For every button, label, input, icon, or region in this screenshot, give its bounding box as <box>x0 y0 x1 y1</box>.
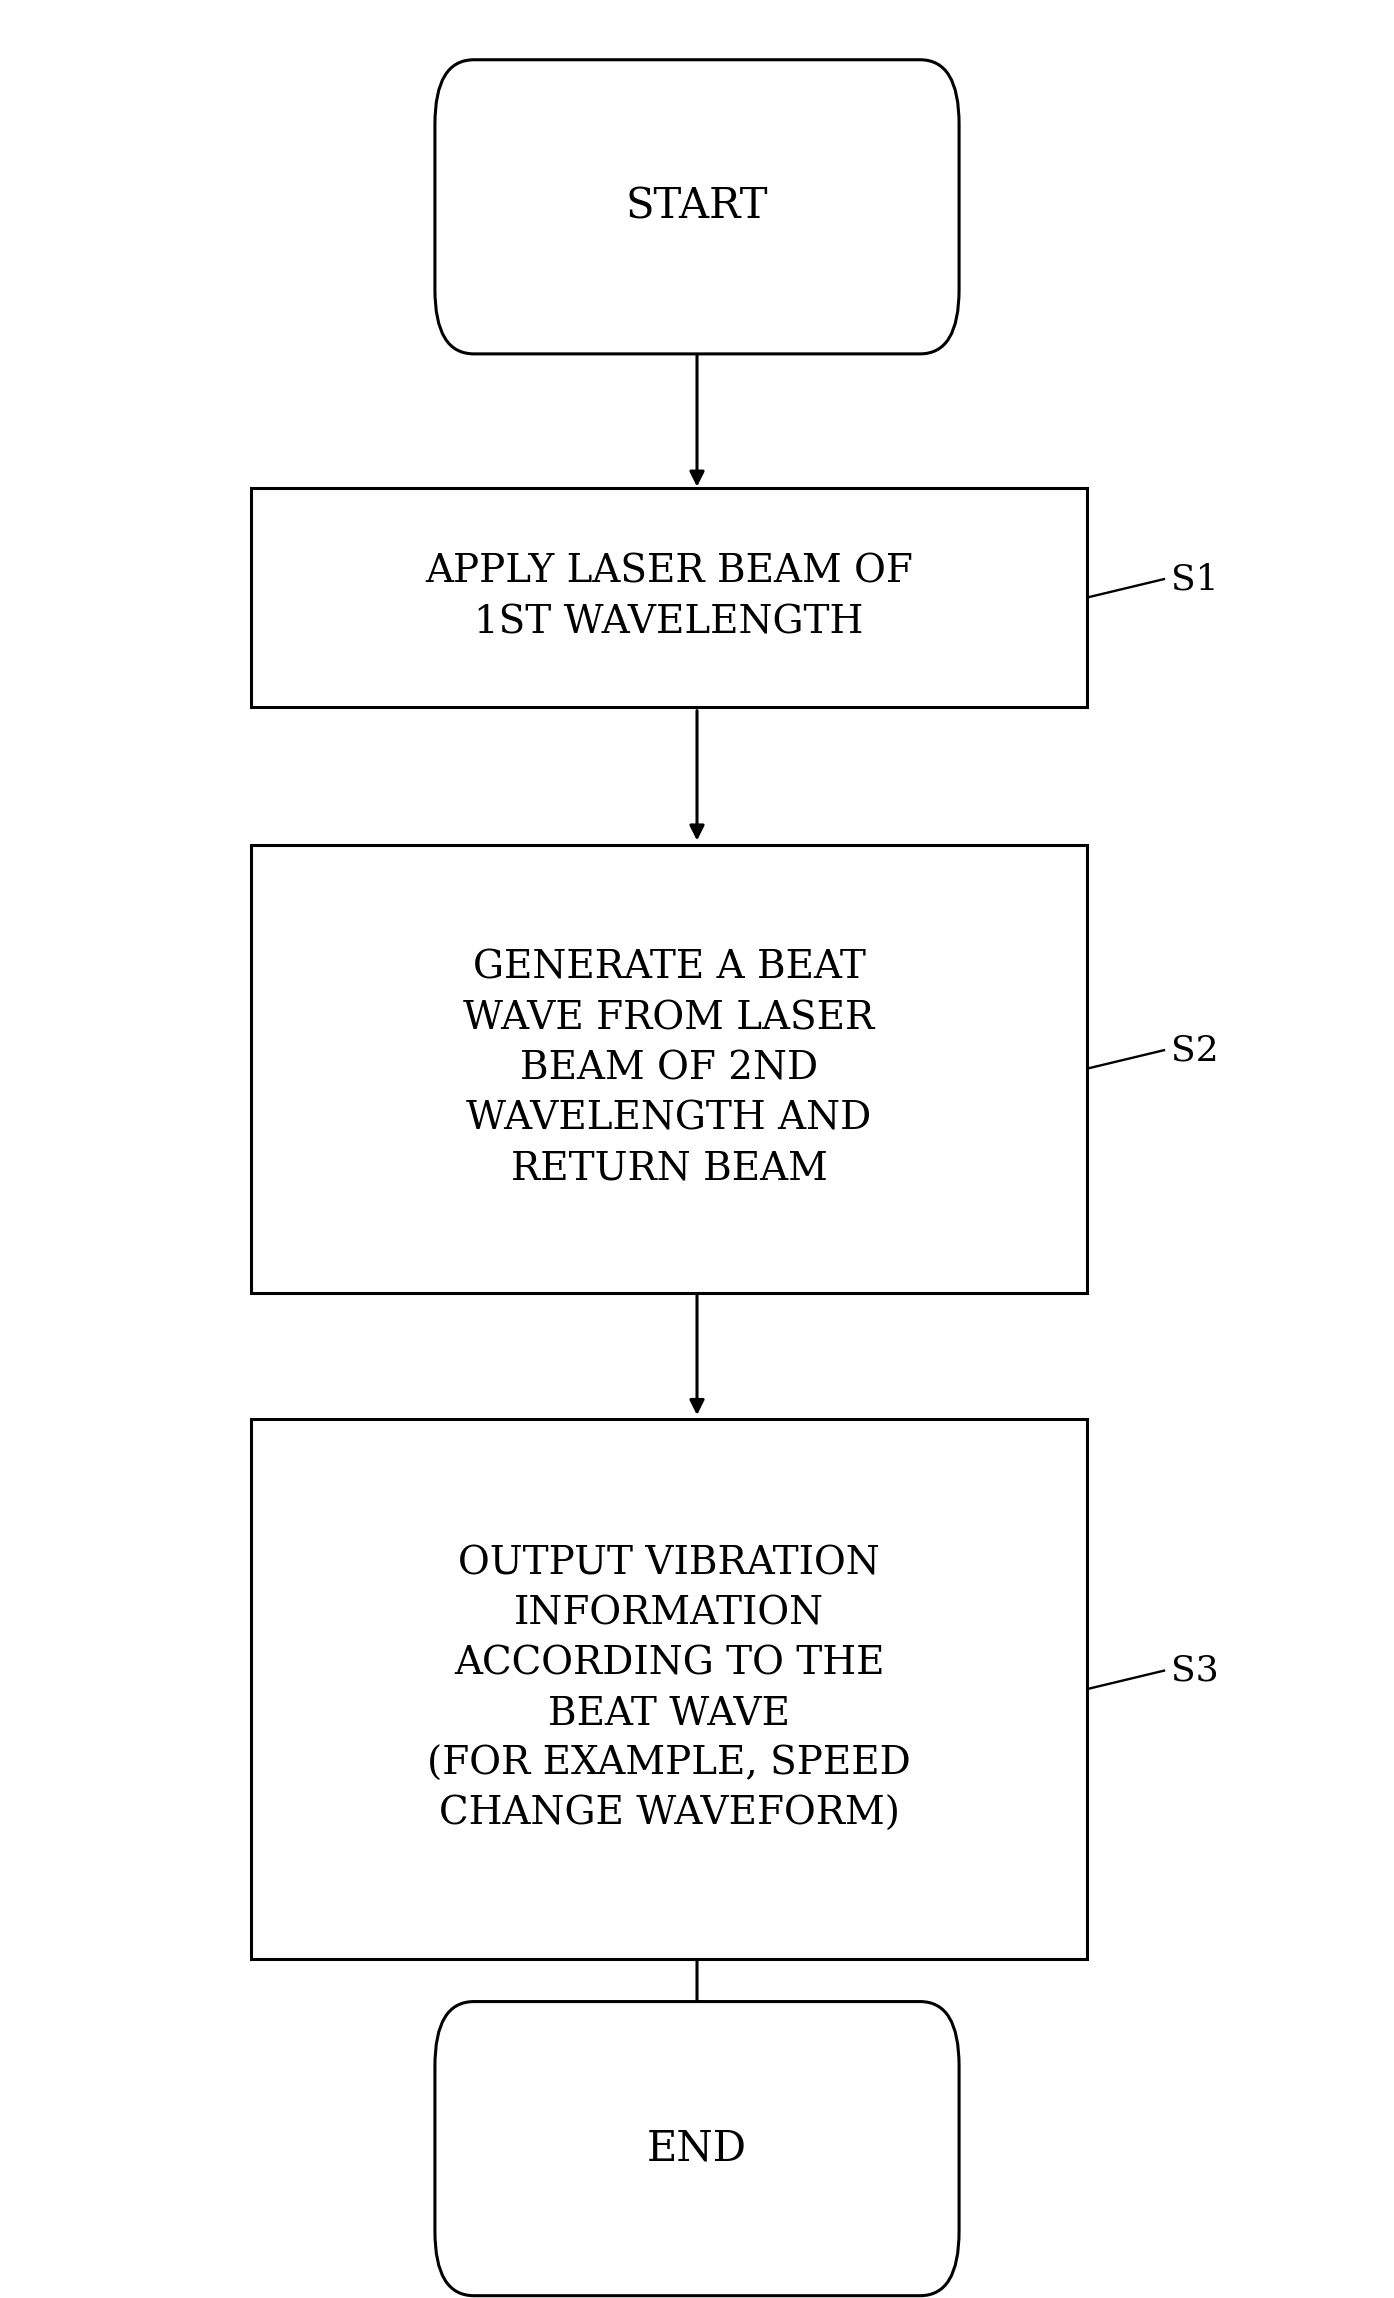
Text: S1: S1 <box>1171 563 1218 595</box>
Bar <box>251 843 1087 1291</box>
Text: APPLY LASER BEAM OF
1ST WAVELENGTH: APPLY LASER BEAM OF 1ST WAVELENGTH <box>425 554 913 641</box>
Text: S2: S2 <box>1171 1034 1218 1066</box>
FancyBboxPatch shape <box>435 2002 959 2296</box>
Text: OUTPUT VIBRATION
INFORMATION
ACCORDING TO THE
BEAT WAVE
(FOR EXAMPLE, SPEED
CHAN: OUTPUT VIBRATION INFORMATION ACCORDING T… <box>427 1544 912 1834</box>
Text: S3: S3 <box>1171 1655 1218 1687</box>
FancyBboxPatch shape <box>435 60 959 354</box>
Text: START: START <box>626 186 768 228</box>
Text: GENERATE A BEAT
WAVE FROM LASER
BEAM OF 2ND
WAVELENGTH AND
RETURN BEAM: GENERATE A BEAT WAVE FROM LASER BEAM OF … <box>463 949 875 1188</box>
Bar <box>251 489 1087 708</box>
Bar <box>251 1418 1087 1958</box>
Text: END: END <box>647 2128 747 2169</box>
